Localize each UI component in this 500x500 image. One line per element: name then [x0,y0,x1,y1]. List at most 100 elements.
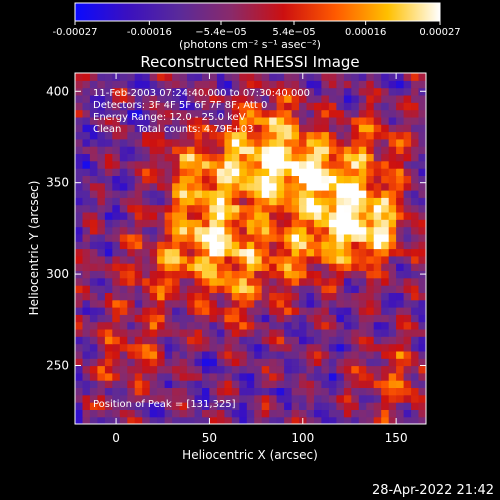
heatmap-cell [194,409,203,418]
heatmap-cell [157,160,166,169]
heatmap-cell [119,211,128,220]
heatmap-cell [336,394,345,403]
heatmap-cell [209,328,218,337]
heatmap-cell [134,241,143,250]
heatmap-cell [97,226,106,235]
heatmap-cell [187,160,196,169]
heatmap-cell [351,131,360,140]
heatmap-cell [396,285,405,293]
heatmap-cell [209,314,218,323]
heatmap-cell [157,387,166,396]
heatmap-cell [164,94,173,103]
heatmap-cell [239,285,248,293]
heatmap-cell [209,175,218,184]
heatmap-cell [119,160,128,169]
heatmap-cell [328,416,337,424]
heatmap-cell [381,358,390,367]
heatmap-cell [119,204,128,213]
heatmap-cell [82,131,91,140]
heatmap-cell [254,358,263,367]
heatmap-cell [224,409,233,418]
heatmap-cell [119,314,128,323]
heatmap-cell [336,336,345,345]
annotation-total-counts: Clean Total counts: 4.79E+03 [93,124,253,135]
heatmap-cell [291,168,300,176]
colorbar-units-label: (photons cm⁻² s⁻¹ asec⁻²) [179,38,321,51]
heatmap-cell [164,124,173,133]
heatmap-cell [254,387,263,396]
heatmap-cell [351,204,360,213]
heatmap-cell [187,336,196,345]
heatmap-cell [388,182,397,191]
heatmap-cell [269,380,278,388]
heatmap-cell [403,182,412,191]
heatmap-cell [127,248,136,257]
heatmap-cell [149,299,158,308]
heatmap-cell [209,387,218,396]
heatmap-cell [276,394,285,403]
heatmap-cell [239,292,248,301]
heatmap-cell [82,270,91,279]
heatmap-cell [306,160,315,169]
heatmap-cell [224,416,233,424]
heatmap-cell [291,160,300,169]
heatmap-cell [224,124,233,133]
heatmap-cell [149,263,158,271]
heatmap-cell [149,182,158,191]
heatmap-cell [112,226,121,235]
heatmap-cell [164,336,173,345]
heatmap-cell [411,182,420,191]
heatmap-cell [276,138,285,147]
heatmap-cell [403,343,412,352]
heatmap-cell [209,336,218,345]
heatmap-cell [328,197,337,206]
heatmap-cell [418,380,426,388]
heatmap-cell [157,270,166,279]
heatmap-cell [216,277,225,286]
heatmap-cell [179,80,188,89]
heatmap-cell [373,380,382,388]
heatmap-cell [97,372,106,381]
heatmap-cell [254,372,263,381]
heatmap-cell [328,226,337,235]
heatmap-cell [246,248,255,257]
heatmap-cell [381,80,390,89]
heatmap-cell [306,387,315,396]
heatmap-cell [261,358,270,367]
heatmap-cell [351,409,360,418]
heatmap-cell [157,146,166,154]
heatmap-cell [187,211,196,220]
heatmap-cell [396,336,405,345]
heatmap-cell [254,233,263,242]
heatmap-cell [97,387,106,396]
heatmap-cell [142,350,151,359]
heatmap-cell [306,270,315,279]
heatmap-cell [358,211,367,220]
heatmap-cell [254,153,263,162]
heatmap-cell [97,241,106,250]
heatmap-cell [239,73,248,81]
heatmap-cell [216,175,225,184]
heatmap-cell [82,80,91,89]
heatmap-cell [284,190,293,198]
heatmap-cell [119,197,128,206]
heatmap-cell [194,116,203,125]
heatmap-cell [343,321,352,330]
heatmap-cell [299,299,308,308]
heatmap-cell [276,248,285,257]
heatmap-cell [82,365,91,374]
heatmap-cell [104,307,113,315]
heatmap-cell [336,175,345,184]
heatmap-cell [358,270,367,279]
heatmap-cell [276,233,285,242]
heatmap-cell [179,394,188,403]
colorbar-tick-label: −5.4e−05 [195,27,247,38]
heatmap-cell [254,146,263,154]
heatmap-cell [82,372,91,381]
heatmap-cell [306,343,315,352]
heatmap-cell [411,394,420,403]
heatmap-cell [328,321,337,330]
x-tick-label: 100 [291,431,314,445]
heatmap-cell [231,402,240,410]
heatmap-cell [328,153,337,162]
